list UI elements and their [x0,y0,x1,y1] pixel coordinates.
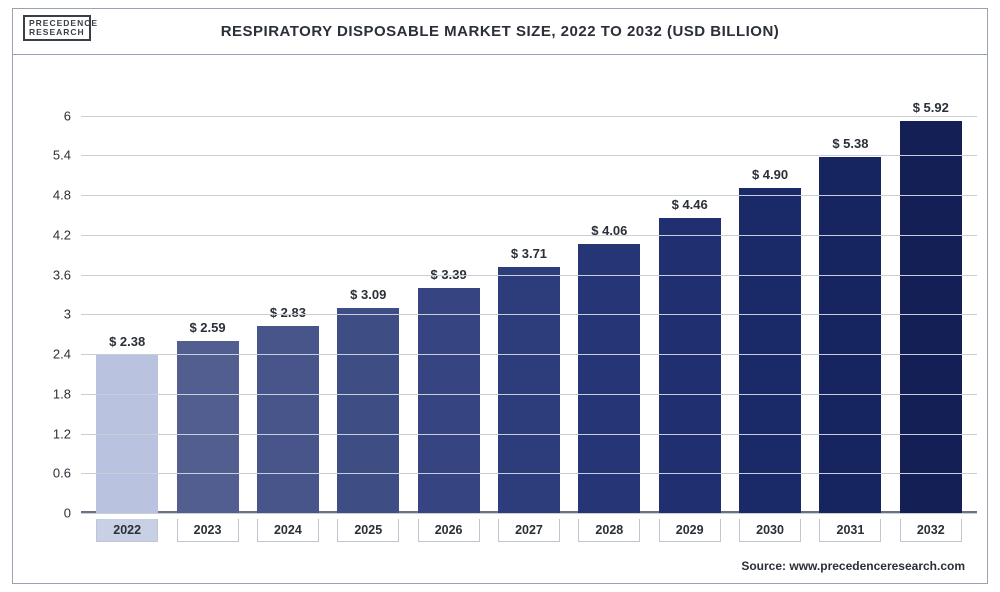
category-label: 2032 [900,519,962,542]
bar-slot: $ 2.83 [248,89,328,513]
y-tick-label: 2.4 [53,347,71,362]
y-tick-label: 4.2 [53,227,71,242]
y-tick-label: 6 [64,108,71,123]
bar-slot: $ 2.38 [87,89,167,513]
grid-line [81,513,977,514]
y-tick-label: 1.2 [53,426,71,441]
bar-slot: $ 3.71 [489,89,569,513]
category-label: 2022 [96,519,158,542]
bar-slot: $ 3.09 [328,89,408,513]
category-box: 2031 [810,519,890,542]
bar-value-label: $ 4.90 [752,167,788,182]
category-label: 2031 [819,519,881,542]
category-label: 2028 [578,519,640,542]
grid-line [81,314,977,315]
bar-slot: $ 3.39 [408,89,488,513]
y-tick-label: 1.8 [53,386,71,401]
bar-value-label: $ 3.09 [350,287,386,302]
category-box: 2024 [248,519,328,542]
grid-line [81,434,977,435]
y-tick-label: 4.8 [53,188,71,203]
category-box: 2028 [569,519,649,542]
bar [659,218,721,513]
chart-frame: PRECEDENCE RESEARCH RESPIRATORY DISPOSAB… [12,8,988,584]
bar [819,157,881,513]
category-label: 2024 [257,519,319,542]
category-labels: 2022 2023 2024 2025 2026 2027 2028 2029 2030 2031… [81,519,977,542]
plot: $ 2.38 $ 2.59 $ 2.83 $ 3.09 $ 3.39 $ 3.71 $ 4.… [81,89,977,513]
bar-value-label: $ 2.59 [189,320,225,335]
category-label: 2026 [418,519,480,542]
bar-slot: $ 4.46 [650,89,730,513]
bars-container: $ 2.38 $ 2.59 $ 2.83 $ 3.09 $ 3.39 $ 3.71 $ 4.… [81,89,977,513]
category-box: 2022 [87,519,167,542]
grid-line [81,473,977,474]
bar-value-label: $ 4.06 [591,223,627,238]
y-tick-label: 0 [64,506,71,521]
category-box: 2032 [891,519,971,542]
bar-value-label: $ 5.92 [913,100,949,115]
bar [177,341,239,513]
y-tick-label: 5.4 [53,148,71,163]
brand-logo: PRECEDENCE RESEARCH [23,15,91,41]
grid-line [81,155,977,156]
category-label: 2025 [337,519,399,542]
bar-value-label: $ 4.46 [672,197,708,212]
category-box: 2030 [730,519,810,542]
bar [498,267,560,513]
bar-value-label: $ 3.71 [511,246,547,261]
bar [418,288,480,513]
category-box: 2026 [408,519,488,542]
category-box: 2029 [650,519,730,542]
bar [900,121,962,513]
grid-line [81,354,977,355]
grid-line [81,394,977,395]
category-label: 2023 [177,519,239,542]
plot-area: $ 2.38 $ 2.59 $ 2.83 $ 3.09 $ 3.39 $ 3.71 $ 4.… [81,89,977,513]
bar-slot: $ 5.92 [891,89,971,513]
bar-value-label: $ 2.38 [109,334,145,349]
y-tick-label: 3.6 [53,267,71,282]
bar-slot: $ 2.59 [167,89,247,513]
y-tick-label: 3 [64,307,71,322]
category-box: 2025 [328,519,408,542]
category-label: 2027 [498,519,560,542]
bar-slot: $ 4.90 [730,89,810,513]
grid-line [81,116,977,117]
category-box: 2023 [167,519,247,542]
bar-value-label: $ 2.83 [270,305,306,320]
bar [337,308,399,513]
bar-slot: $ 5.38 [810,89,890,513]
category-label: 2030 [739,519,801,542]
bar-slot: $ 4.06 [569,89,649,513]
chart-title: RESPIRATORY DISPOSABLE MARKET SIZE, 2022… [221,23,780,40]
grid-line [81,195,977,196]
y-tick-label: 0.6 [53,466,71,481]
source-label: Source: www.precedenceresearch.com [741,559,965,573]
grid-line [81,275,977,276]
logo-line2: RESEARCH [29,28,85,37]
bar-value-label: $ 5.38 [832,136,868,151]
bar [739,188,801,513]
grid-line [81,235,977,236]
category-label: 2029 [659,519,721,542]
title-bar: PRECEDENCE RESEARCH RESPIRATORY DISPOSAB… [13,9,987,55]
category-box: 2027 [489,519,569,542]
